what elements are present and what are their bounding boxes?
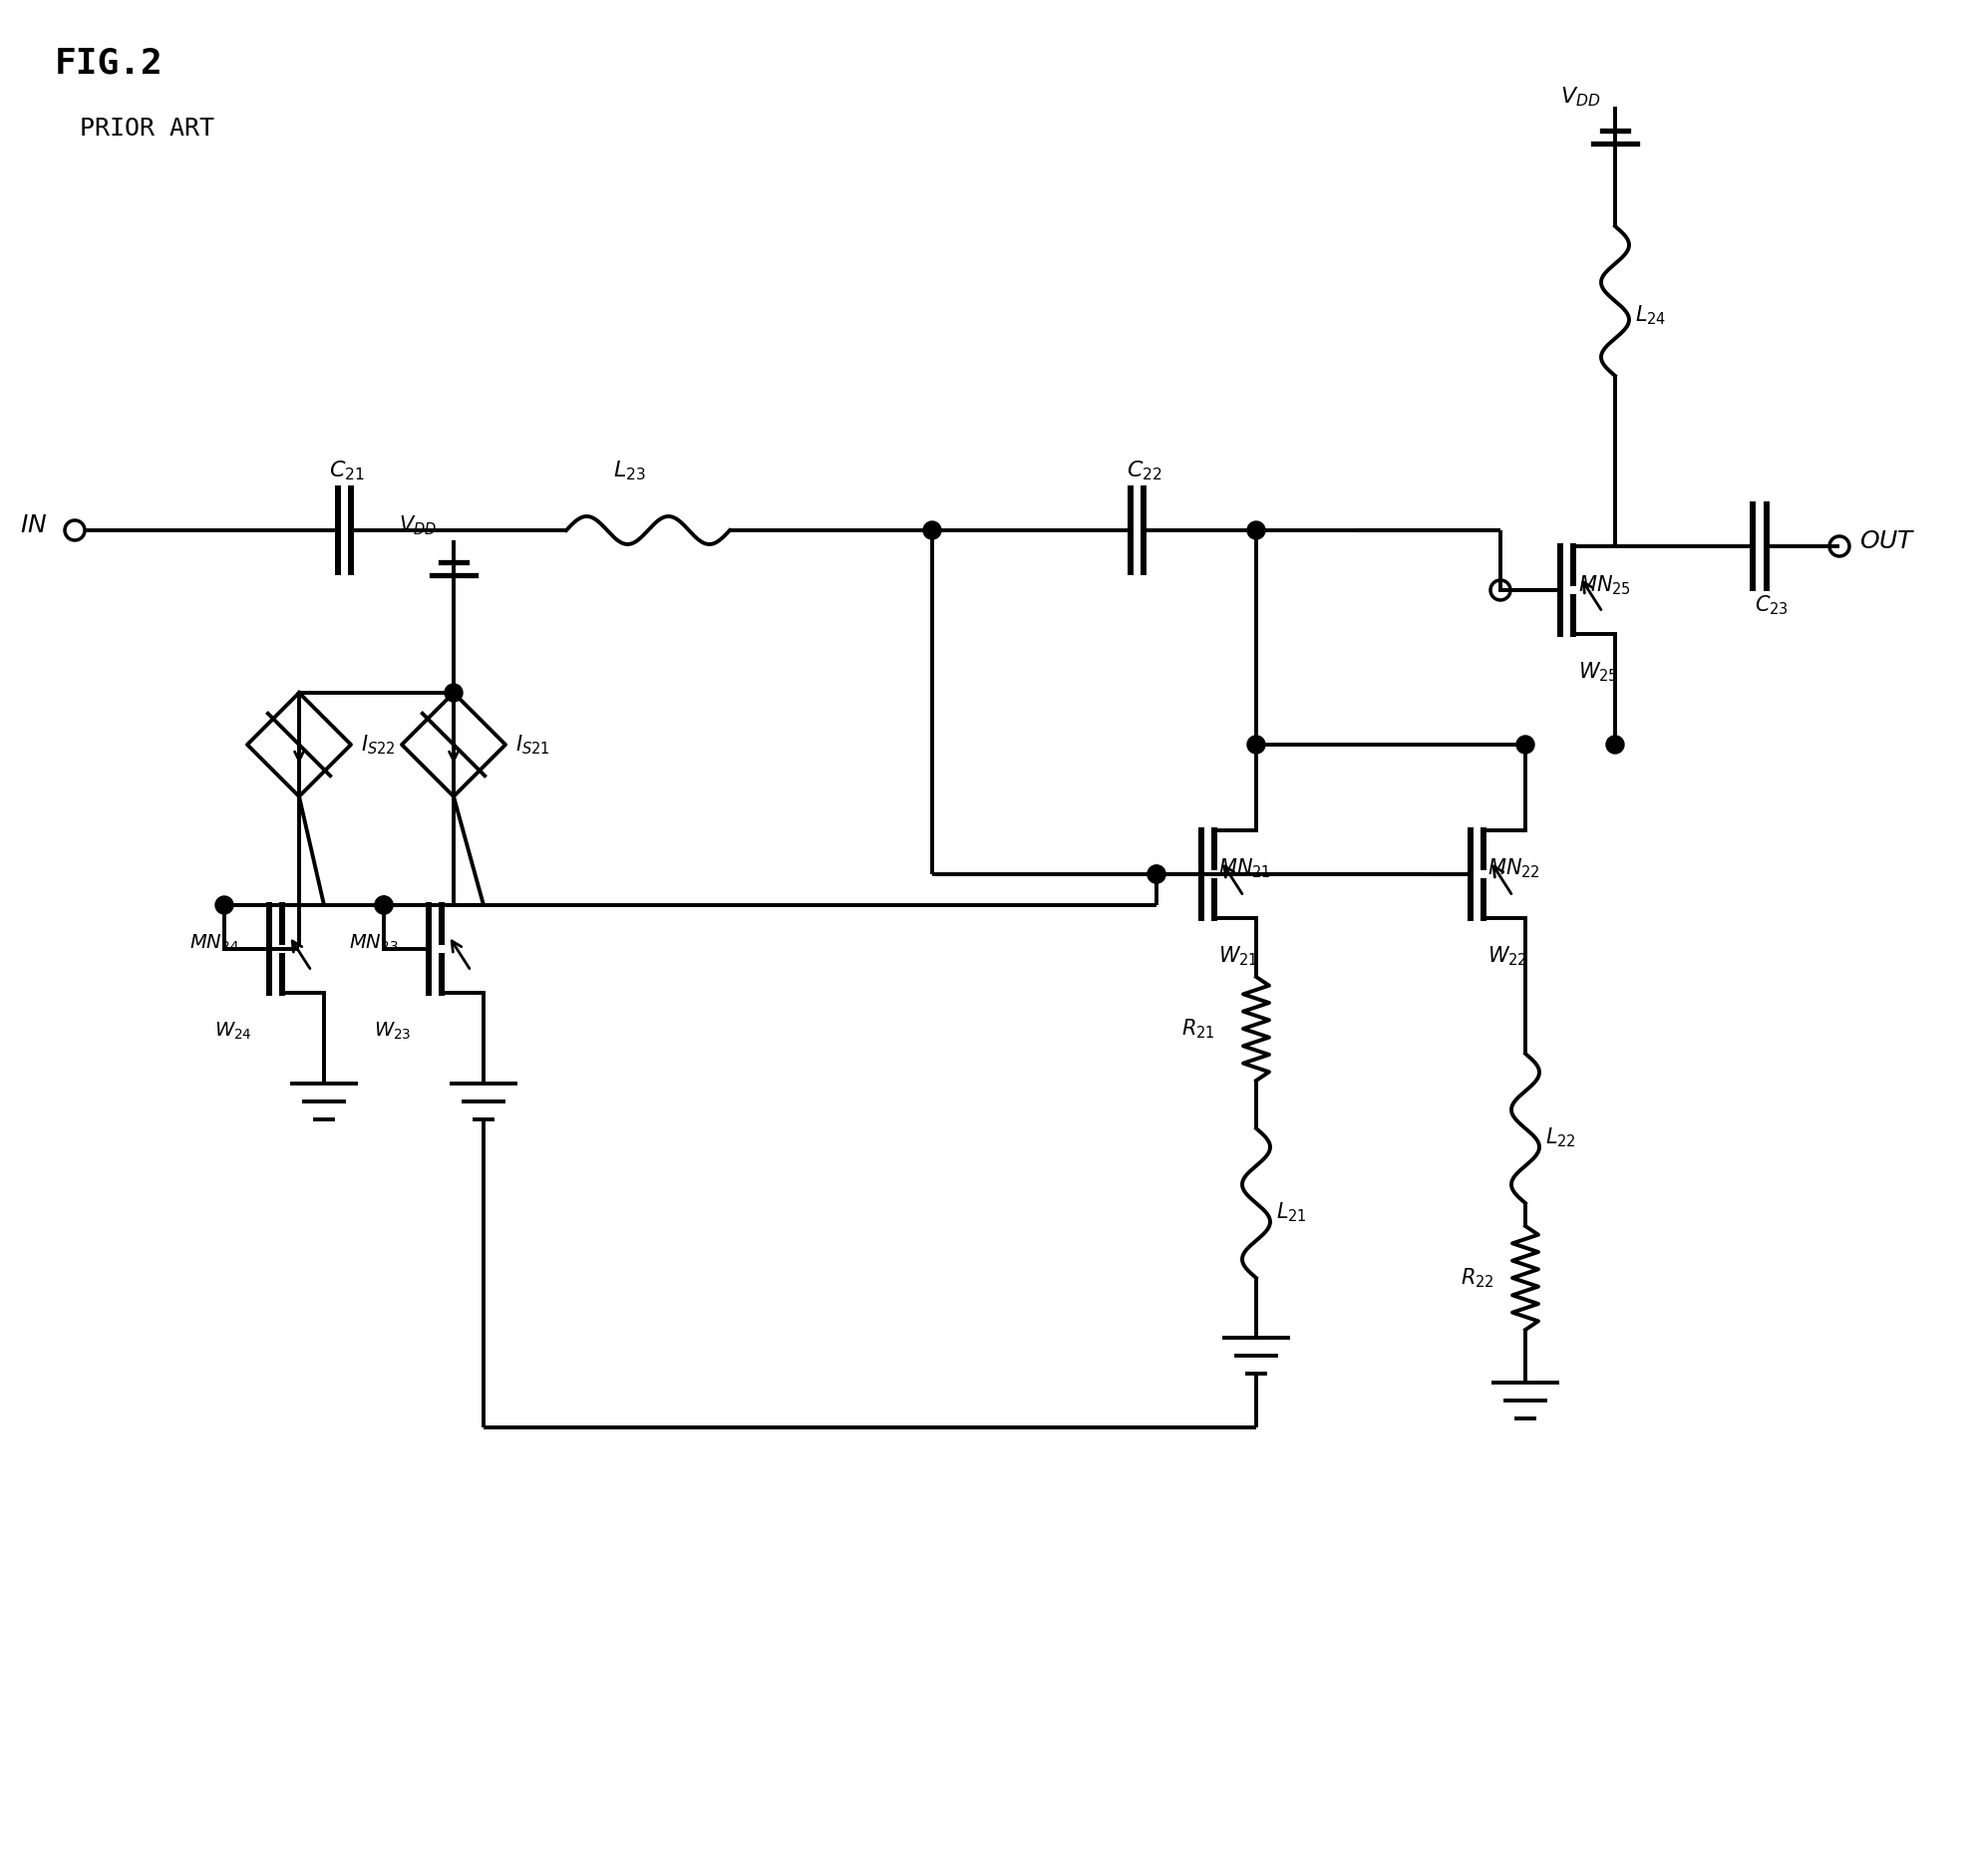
Text: $C_{22}$: $C_{22}$ xyxy=(1127,460,1163,482)
Circle shape xyxy=(924,522,942,538)
Text: $W_{25}$: $W_{25}$ xyxy=(1577,660,1619,683)
Text: $R_{22}$: $R_{22}$ xyxy=(1461,1266,1494,1289)
Circle shape xyxy=(1248,522,1265,538)
Text: $IN$: $IN$ xyxy=(20,514,47,537)
Text: $R_{21}$: $R_{21}$ xyxy=(1180,1017,1214,1041)
Text: $MN_{21}$: $MN_{21}$ xyxy=(1218,857,1271,880)
Circle shape xyxy=(1607,735,1625,754)
Text: $MN_{22}$: $MN_{22}$ xyxy=(1488,857,1540,880)
Text: FIG.2: FIG.2 xyxy=(55,47,164,81)
Text: $V_{DD}$: $V_{DD}$ xyxy=(399,514,436,537)
Text: PRIOR ART: PRIOR ART xyxy=(79,116,215,141)
Text: $C_{21}$: $C_{21}$ xyxy=(330,460,365,482)
Text: $L_{23}$: $L_{23}$ xyxy=(614,460,645,482)
Text: $L_{21}$: $L_{21}$ xyxy=(1275,1201,1307,1223)
Text: $I_{S22}$: $I_{S22}$ xyxy=(361,734,395,756)
Text: $V_{DD}$: $V_{DD}$ xyxy=(1559,84,1601,109)
Circle shape xyxy=(1248,735,1265,754)
Circle shape xyxy=(215,897,233,914)
Text: $W_{22}$: $W_{22}$ xyxy=(1488,944,1528,968)
Text: $W_{24}$: $W_{24}$ xyxy=(215,1021,253,1041)
Text: $L_{24}$: $L_{24}$ xyxy=(1634,304,1666,326)
Text: $OUT$: $OUT$ xyxy=(1860,529,1917,553)
Text: $I_{S21}$: $I_{S21}$ xyxy=(515,734,551,756)
Text: $MN_{23}$: $MN_{23}$ xyxy=(349,932,399,953)
Circle shape xyxy=(375,897,393,914)
Text: $W_{23}$: $W_{23}$ xyxy=(373,1021,411,1041)
Text: $W_{21}$: $W_{21}$ xyxy=(1218,944,1257,968)
Circle shape xyxy=(1147,865,1165,884)
Circle shape xyxy=(375,897,393,914)
Text: $L_{22}$: $L_{22}$ xyxy=(1546,1126,1575,1148)
Text: $C_{23}$: $C_{23}$ xyxy=(1755,593,1788,617)
Text: $MN_{25}$: $MN_{25}$ xyxy=(1577,574,1631,597)
Circle shape xyxy=(1147,865,1165,884)
Circle shape xyxy=(444,685,462,702)
Text: $MN_{24}$: $MN_{24}$ xyxy=(190,932,239,953)
Circle shape xyxy=(1516,735,1534,754)
